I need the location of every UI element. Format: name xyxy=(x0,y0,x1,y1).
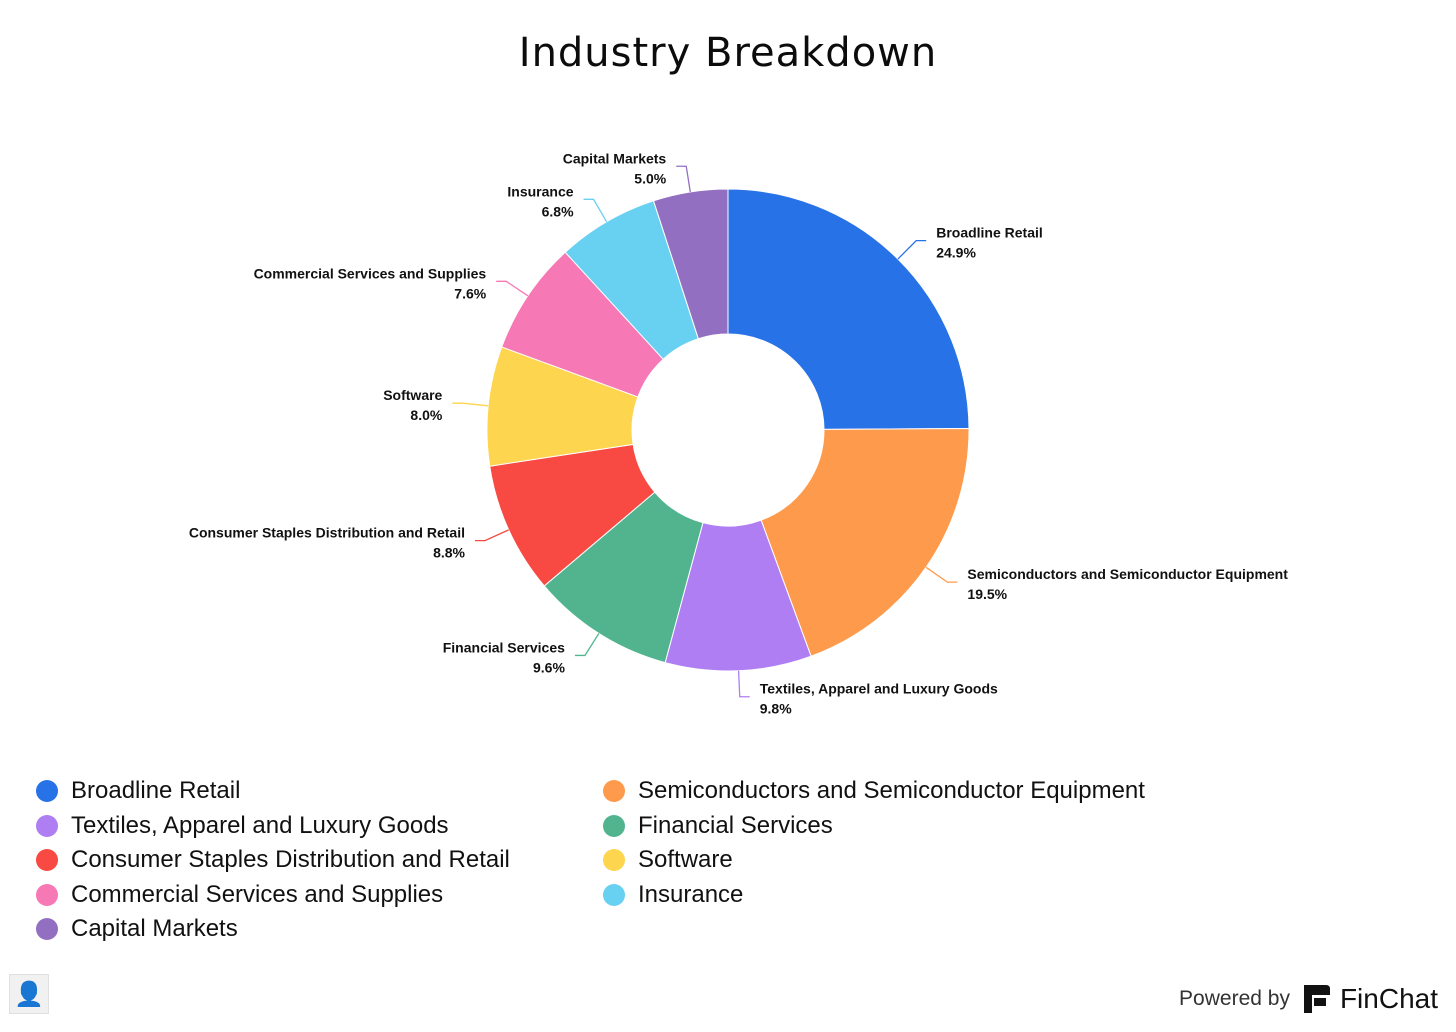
slice-broadline-retail[interactable] xyxy=(727,188,970,430)
slice-label-consumer-staples-distribution-and-retail: Consumer Staples Distribution and Retail xyxy=(189,525,465,541)
slice-value-textiles-apparel-and-luxury-goods: 9.8% xyxy=(760,701,792,717)
legend-item-commercial-services-and-supplies[interactable]: Commercial Services and Supplies xyxy=(36,880,603,911)
chart-legend: Broadline Retail Semiconductors and Semic… xyxy=(36,776,1236,945)
donut-chart: Broadline Retail 24.9% Semiconductors and … xyxy=(189,150,1288,717)
slice-label-commercial-services-and-supplies: Commercial Services and Supplies xyxy=(254,265,487,281)
legend-label: Commercial Services and Supplies xyxy=(71,880,444,908)
finchat-logo-icon xyxy=(1303,985,1330,1013)
legend-swatch xyxy=(36,883,58,906)
slice-label-software: Software xyxy=(383,387,442,403)
leader-line-capital-markets xyxy=(676,165,691,193)
legend-item-software[interactable]: Software xyxy=(603,845,1203,876)
leader-line-commercial-services-and-supplies xyxy=(496,280,529,297)
slice-label-textiles-apparel-and-luxury-goods: Textiles, Apparel and Luxury Goods xyxy=(760,681,998,697)
slice-value-software: 8.0% xyxy=(410,407,442,423)
leader-line-broadline-retail xyxy=(897,239,927,260)
slice-label-financial-services: Financial Services xyxy=(443,639,565,655)
slice-semiconductors-and-semiconductor-equipment[interactable] xyxy=(760,427,970,657)
slice-value-semiconductors-and-semiconductor-equipment: 19.5% xyxy=(967,586,1007,602)
legend-label: Insurance xyxy=(638,880,744,908)
legend-swatch xyxy=(603,849,625,872)
slice-label-capital-markets: Capital Markets xyxy=(563,150,667,166)
legend-item-semiconductors-and-semiconductor-equipment[interactable]: Semiconductors and Semiconductor Equipme… xyxy=(603,776,1203,807)
leader-line-semiconductors-and-semiconductor-equipment xyxy=(925,566,958,583)
slice-value-financial-services: 9.6% xyxy=(533,659,565,675)
legend-label: Software xyxy=(638,846,733,874)
powered-by-label: Powered by xyxy=(1179,987,1290,1010)
chart-title: Industry Breakdown xyxy=(518,30,938,76)
legend-swatch xyxy=(603,883,625,906)
legend-item-capital-markets[interactable]: Capital Markets xyxy=(36,914,603,945)
legend-swatch xyxy=(36,918,58,941)
finchat-brand-name: FinChat xyxy=(1339,983,1438,1014)
slice-value-capital-markets: 5.0% xyxy=(634,170,666,186)
legend-swatch xyxy=(36,814,58,837)
legend-swatch xyxy=(603,780,625,803)
slice-capital-markets[interactable] xyxy=(652,188,729,340)
legend-label: Financial Services xyxy=(638,811,833,839)
legend-swatch xyxy=(36,780,58,803)
slice-label-broadline-retail: Broadline Retail xyxy=(936,225,1043,241)
slice-label-semiconductors-and-semiconductor-equipment: Semiconductors and Semiconductor Equipme… xyxy=(967,566,1288,582)
legend-label: Semiconductors and Semiconductor Equipme… xyxy=(638,777,1145,805)
slice-value-commercial-services-and-supplies: 7.6% xyxy=(454,285,486,301)
person-portrait-icon: 👤 xyxy=(9,974,49,1014)
slice-value-insurance: 6.8% xyxy=(542,203,574,219)
legend-label: Broadline Retail xyxy=(71,777,241,805)
leader-line-textiles-apparel-and-luxury-goods xyxy=(737,670,750,698)
leader-line-software xyxy=(452,402,489,407)
slice-value-broadline-retail: 24.9% xyxy=(936,245,976,261)
slice-value-consumer-staples-distribution-and-retail: 8.8% xyxy=(433,545,465,561)
powered-by-finchat[interactable]: Powered by FinChat xyxy=(1179,983,1438,1015)
legend-swatch xyxy=(603,814,625,837)
legend-label: Capital Markets xyxy=(71,915,238,943)
legend-label: Consumer Staples Distribution and Retail xyxy=(71,846,510,874)
legend-label: Textiles, Apparel and Luxury Goods xyxy=(71,811,449,839)
leader-line-insurance xyxy=(583,198,608,223)
legend-item-financial-services[interactable]: Financial Services xyxy=(603,811,1203,842)
leader-line-consumer-staples-distribution-and-retail xyxy=(475,529,509,542)
legend-swatch xyxy=(36,849,58,872)
legend-item-consumer-staples-distribution-and-retail[interactable]: Consumer Staples Distribution and Retail xyxy=(36,845,603,876)
legend-item-insurance[interactable]: Insurance xyxy=(603,880,1203,911)
legend-item-broadline-retail[interactable]: Broadline Retail xyxy=(36,776,603,807)
leader-line-financial-services xyxy=(574,633,600,657)
slice-label-insurance: Insurance xyxy=(507,183,573,199)
legend-item-textiles-apparel-and-luxury-goods[interactable]: Textiles, Apparel and Luxury Goods xyxy=(36,811,603,842)
